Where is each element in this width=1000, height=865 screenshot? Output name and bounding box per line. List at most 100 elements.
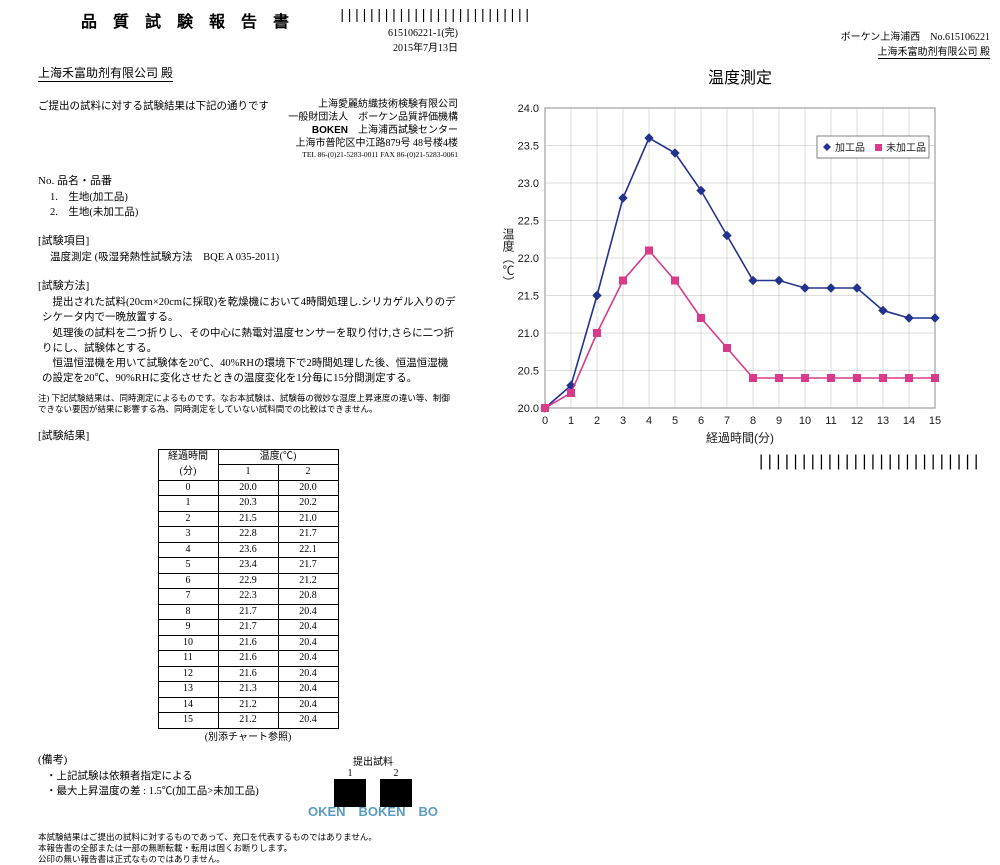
table-foot: (別添チャート参照): [38, 731, 458, 746]
table-cell: 13: [158, 682, 218, 698]
item-row: 2. 生地(未加工品): [50, 205, 458, 220]
table-cell: 11: [158, 651, 218, 667]
svg-text:22.0: 22.0: [518, 253, 539, 265]
method-body: 提出された試料(20cm×20cmに採取)を乾燥機において4時間処理し.シリカゲ…: [42, 295, 458, 386]
svg-text:0: 0: [542, 415, 548, 427]
svg-text:8: 8: [750, 415, 756, 427]
issuer-block: 上海愛麗紡織技術検験有限公司 一般財団法人 ボーケン品質評価機構 BOKEN 上…: [288, 98, 458, 160]
test-item: 温度測定 (吸湿発熱性試験方法 BQE A 035-2011): [50, 250, 458, 265]
temperature-chart: 20.020.521.021.522.022.523.023.524.00123…: [490, 98, 990, 478]
table-cell: 20.0: [278, 480, 338, 496]
section-header: [試験結果]: [38, 429, 458, 445]
sample-label: 1: [333, 768, 367, 779]
table-cell: 20.4: [278, 604, 338, 620]
doc-title: 品 質 試 験 報 告 書: [38, 8, 338, 32]
table-cell: 21.5: [218, 511, 278, 527]
table-cell: 21.7: [278, 558, 338, 574]
table-cell: 20.4: [278, 713, 338, 729]
table-cell: 21.7: [278, 527, 338, 543]
svg-text:6: 6: [698, 415, 704, 427]
table-cell: 6: [158, 573, 218, 589]
table-cell: 9: [158, 620, 218, 636]
chart-title: 温度測定: [490, 64, 990, 88]
th-time: 経過時間 (分): [158, 449, 218, 480]
svg-text:経過時間(分): 経過時間(分): [706, 431, 774, 445]
items-section: No. 品名・品番 1. 生地(加工品) 2. 生地(未加工品): [38, 174, 458, 220]
table-cell: 3: [158, 527, 218, 543]
remark-line: ・上記試験は依頼者指定による: [46, 769, 288, 784]
table-cell: 20.3: [218, 496, 278, 512]
section-header: [試験項目]: [38, 234, 458, 250]
boken-watermark: OKEN BOKEN BO: [288, 801, 458, 820]
table-cell: 21.2: [278, 573, 338, 589]
items-header: No. 品名・品番: [38, 174, 458, 190]
svg-text:3: 3: [620, 415, 626, 427]
table-cell: 21.6: [218, 666, 278, 682]
table-cell: 8: [158, 604, 218, 620]
svg-text:9: 9: [776, 415, 782, 427]
org-line: 上海愛麗紡織技術検験有限公司: [288, 98, 458, 111]
test-item-section: [試験項目] 温度測定 (吸湿発熱性試験方法 BQE A 035-2011): [38, 234, 458, 265]
table-cell: 0: [158, 480, 218, 496]
svg-text:24.0: 24.0: [518, 103, 539, 115]
report-number: 615106221-1(完): [338, 24, 458, 39]
svg-text:温度（℃）: 温度（℃）: [501, 228, 515, 288]
svg-text:5: 5: [672, 415, 678, 427]
table-cell: 21.0: [278, 511, 338, 527]
th-sub: 1: [218, 465, 278, 481]
table-cell: 21.7: [218, 604, 278, 620]
svg-text:20.0: 20.0: [518, 403, 539, 415]
svg-text:11: 11: [825, 415, 836, 427]
svg-text:20.5: 20.5: [518, 366, 539, 378]
table-cell: 20.4: [278, 635, 338, 651]
table-cell: 22.3: [218, 589, 278, 605]
table-cell: 14: [158, 697, 218, 713]
svg-text:1: 1: [568, 415, 574, 427]
table-cell: 20.2: [278, 496, 338, 512]
table-cell: 21.6: [218, 635, 278, 651]
table-cell: 20.0: [218, 480, 278, 496]
sample-label: 2: [379, 768, 413, 779]
table-cell: 2: [158, 511, 218, 527]
result-section: [試験結果] 経過時間 (分) 温度(℃) 1 2 020.020.0120.3…: [38, 429, 458, 745]
table-cell: 21.6: [218, 651, 278, 667]
svg-text:4: 4: [646, 415, 652, 427]
table-cell: 22.1: [278, 542, 338, 558]
report-date: 2015年7月13日: [338, 39, 458, 54]
svg-text:13: 13: [877, 415, 889, 427]
chart-recipient: 上海禾富助剂有限公司 殿: [878, 47, 991, 59]
org-line: 一般財団法人 ボーケン品質評価機構: [288, 111, 458, 124]
svg-text:22.5: 22.5: [518, 216, 539, 228]
svg-text:未加工品: 未加工品: [886, 142, 926, 154]
svg-text:23.0: 23.0: [518, 178, 539, 190]
th-sub: 2: [278, 465, 338, 481]
table-cell: 20.4: [278, 651, 338, 667]
table-cell: 23.6: [218, 542, 278, 558]
svg-text:21.5: 21.5: [518, 291, 539, 303]
th-temp: 温度(℃): [218, 449, 338, 465]
table-cell: 23.4: [218, 558, 278, 574]
svg-text:加工品: 加工品: [835, 142, 865, 154]
boken-logo: BOKEN: [312, 125, 348, 136]
svg-text:12: 12: [851, 415, 863, 427]
svg-text:2: 2: [594, 415, 600, 427]
remark-line: ・最大上昇温度の差 : 1.5℃(加工品>未加工品): [46, 784, 288, 799]
svg-text:7: 7: [724, 415, 730, 427]
svg-text:10: 10: [799, 415, 811, 427]
table-cell: 7: [158, 589, 218, 605]
svg-text:23.5: 23.5: [518, 141, 539, 153]
sample-header: 提出試料: [288, 753, 458, 768]
table-cell: 10: [158, 635, 218, 651]
table-cell: 20.4: [278, 697, 338, 713]
table-cell: 21.2: [218, 713, 278, 729]
table-cell: 15: [158, 713, 218, 729]
table-cell: 22.9: [218, 573, 278, 589]
table-cell: 20.4: [278, 666, 338, 682]
chart-meta: ボーケン上海浦西 No.615106221: [841, 32, 990, 43]
chart-panel: ボーケン上海浦西 No.615106221 上海禾富助剂有限公司 殿 温度測定 …: [490, 28, 990, 481]
intro-text: ご提出の試料に対する試験結果は下記の通りです: [38, 98, 288, 160]
table-cell: 4: [158, 542, 218, 558]
section-header: [試験方法]: [38, 279, 458, 295]
svg-text:14: 14: [903, 415, 915, 427]
result-table: 経過時間 (分) 温度(℃) 1 2 020.020.0120.320.2221…: [158, 449, 339, 729]
